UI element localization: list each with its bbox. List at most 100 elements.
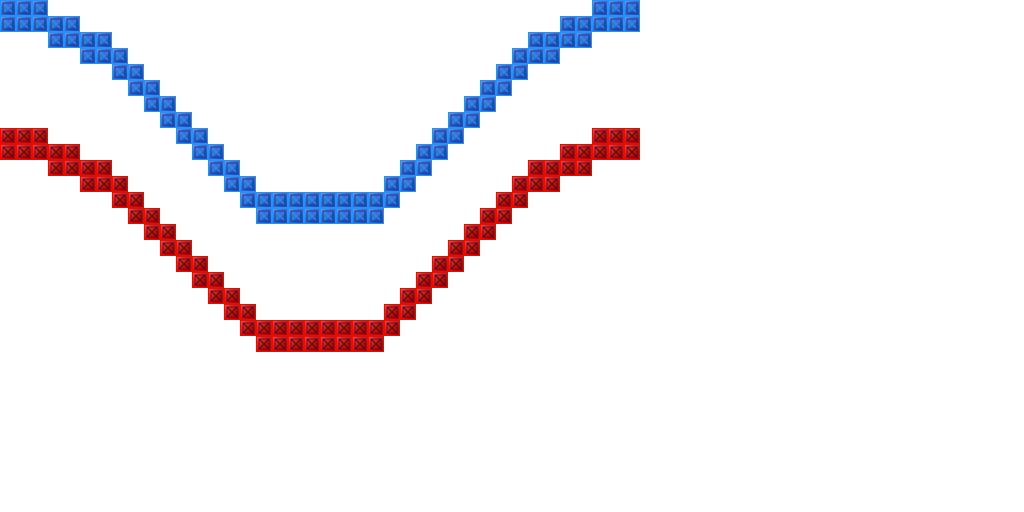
tile [64,32,80,48]
tile-inner [146,98,158,110]
tile [176,128,192,144]
tile-inner [546,162,558,174]
tile [384,320,400,336]
tile-inner [466,114,478,126]
tile-cross [242,194,254,206]
tile [48,144,64,160]
tile [192,144,208,160]
tile-inner [130,82,142,94]
tile-inner [274,322,286,334]
tile-cross [514,66,526,78]
tile-cross [178,130,190,142]
tile [400,176,416,192]
tile-inner [610,146,622,158]
tile-cross [370,322,382,334]
tile-cross [50,146,62,158]
tile-inner [130,66,142,78]
tile-inner [178,258,190,270]
tile-cross [562,18,574,30]
tile-cross [146,226,158,238]
tile-inner [306,210,318,222]
tile [48,160,64,176]
tile-inner [290,338,302,350]
tile-cross [258,194,270,206]
tile [496,64,512,80]
tile [176,240,192,256]
tile-inner [146,226,158,238]
tile [608,128,624,144]
tile-inner [354,194,366,206]
tile-inner [290,194,302,206]
tile-cross [578,34,590,46]
tile-cross [338,338,350,350]
tile-inner [82,178,94,190]
tile [512,64,528,80]
tile [512,176,528,192]
tile-inner [178,130,190,142]
tile [64,144,80,160]
tile [320,320,336,336]
tile-inner [370,210,382,222]
tile-inner [626,2,638,14]
tile-cross [626,130,638,142]
tile-inner [450,258,462,270]
tile-inner [482,98,494,110]
tile-inner [386,194,398,206]
tile-inner [34,146,46,158]
tile-inner [418,162,430,174]
tile [336,336,352,352]
tile [64,160,80,176]
tile-inner [66,18,78,30]
tile-inner [130,194,142,206]
tile-cross [370,194,382,206]
tile [528,176,544,192]
tile-inner [242,194,254,206]
tile [96,48,112,64]
tile-cross [434,146,446,158]
tile-inner [418,290,430,302]
tile-cross [162,226,174,238]
tile-cross [354,322,366,334]
tile-inner [530,50,542,62]
tile-cross [594,146,606,158]
tile-inner [274,194,286,206]
tile-inner [306,322,318,334]
tile-inner [386,322,398,334]
tile [464,240,480,256]
tile [128,64,144,80]
tile-cross [226,306,238,318]
tile-cross [2,18,14,30]
tile [352,320,368,336]
tile [592,0,608,16]
tile-inner [66,34,78,46]
tile [336,208,352,224]
tile-cross [306,322,318,334]
tile [352,208,368,224]
tile-cross [18,18,30,30]
tile [0,0,16,16]
tile [464,96,480,112]
tile-cross [162,242,174,254]
tile-inner [370,194,382,206]
tile [48,32,64,48]
tile [192,272,208,288]
tile-cross [258,338,270,350]
tile [592,16,608,32]
tile-cross [258,210,270,222]
tile-cross [594,130,606,142]
tile-cross [50,162,62,174]
tile-inner [514,50,526,62]
tile-cross [50,34,62,46]
tile-inner [306,338,318,350]
tile [272,208,288,224]
tile-cross [242,322,254,334]
tile-inner [162,242,174,254]
tile-inner [98,34,110,46]
tile-inner [386,178,398,190]
tile-inner [546,50,558,62]
tile-inner [290,322,302,334]
tile [224,160,240,176]
tile-cross [34,130,46,142]
tile-inner [498,82,510,94]
tile-inner [594,2,606,14]
